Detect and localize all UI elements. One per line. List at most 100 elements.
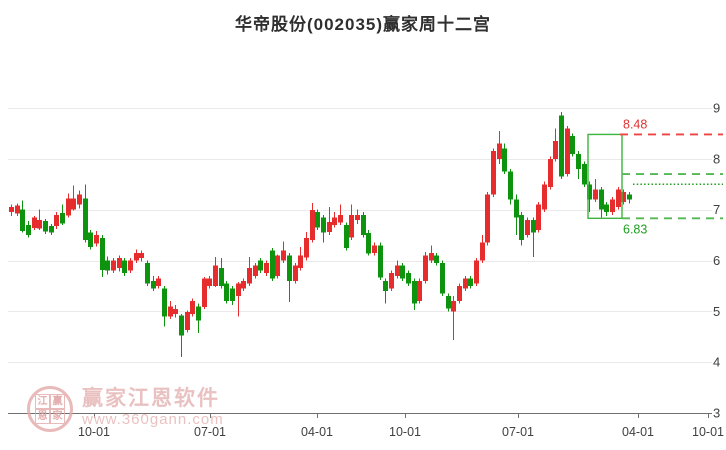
- candle-body: [219, 268, 224, 286]
- candle-body: [236, 283, 241, 297]
- candle-body: [474, 260, 479, 284]
- candle-body: [531, 219, 536, 233]
- candle-body: [134, 252, 139, 261]
- candle-body: [344, 224, 349, 248]
- x-tick-label: 04-01: [622, 425, 654, 439]
- candle-body: [253, 265, 258, 276]
- grid-layer: [8, 108, 712, 363]
- candle-body: [446, 296, 451, 309]
- candle-body: [480, 242, 485, 261]
- candle-body: [275, 255, 280, 276]
- candle-body: [497, 143, 502, 159]
- candle-body: [627, 194, 632, 200]
- candle-body: [491, 151, 496, 195]
- candle-body: [412, 280, 417, 304]
- candle-body: [587, 184, 592, 200]
- candle-body: [128, 260, 133, 271]
- candle-body: [434, 255, 439, 264]
- candle-body: [542, 184, 547, 210]
- x-tick-label: 10-01: [78, 425, 110, 439]
- candle-body: [366, 233, 371, 254]
- candles-layer: [9, 112, 632, 358]
- candle-body: [372, 245, 377, 253]
- candle-body: [593, 189, 598, 200]
- candle-body: [349, 214, 354, 238]
- candle-body: [457, 285, 462, 302]
- candle-body: [338, 214, 343, 223]
- candle-body: [559, 115, 564, 177]
- candle-body: [264, 263, 269, 274]
- candle-body: [20, 209, 25, 232]
- candle-body: [105, 260, 110, 271]
- candle-body: [9, 207, 14, 213]
- y-tick-label: 8: [713, 151, 720, 166]
- candle-body: [485, 194, 490, 243]
- candle-body: [548, 158, 553, 187]
- candle-body: [468, 278, 473, 286]
- candle-body: [321, 217, 326, 233]
- candle-body: [32, 217, 37, 228]
- candle-body: [502, 148, 507, 172]
- candle-body: [43, 220, 48, 232]
- candle-body: [270, 250, 275, 279]
- candle-body: [173, 308, 178, 314]
- candle-body: [582, 163, 587, 185]
- candle-body: [111, 260, 116, 271]
- candle-body: [83, 198, 88, 241]
- candle-body: [145, 263, 150, 284]
- candle-body: [616, 189, 621, 208]
- level-price-label: 6.83: [623, 222, 647, 236]
- candle-body: [621, 191, 626, 203]
- candle-body: [429, 252, 434, 261]
- candle-body: [54, 214, 59, 226]
- candle-body: [451, 301, 456, 312]
- candle-body: [224, 283, 229, 302]
- y-tick-label: 9: [713, 101, 720, 116]
- x-tick-label: 04-01: [301, 425, 333, 439]
- candle-body: [423, 255, 428, 281]
- candle-body: [213, 265, 218, 286]
- candle-body: [570, 135, 575, 154]
- candle-body: [576, 153, 581, 170]
- candle-body: [304, 238, 309, 258]
- candle-body: [332, 217, 337, 225]
- candle-body: [230, 288, 235, 302]
- candle-body: [179, 315, 184, 336]
- candle-body: [383, 280, 388, 292]
- candle-body: [604, 204, 609, 213]
- candle-body: [310, 210, 315, 241]
- candle-body: [60, 213, 65, 224]
- candle-body: [514, 199, 519, 218]
- candle-body: [94, 235, 99, 244]
- candle-body: [156, 278, 161, 286]
- level-price-label: 8.48: [623, 117, 647, 131]
- candle-body: [281, 250, 286, 261]
- candle-body: [406, 273, 411, 284]
- candle-body: [327, 221, 332, 233]
- candle-body: [258, 260, 263, 271]
- candle-body: [190, 301, 195, 314]
- candle-body: [508, 171, 513, 200]
- candle-body: [293, 265, 298, 281]
- candle-body: [37, 219, 42, 229]
- candle-body: [536, 204, 541, 231]
- candle-body: [298, 255, 303, 269]
- candle-body: [525, 219, 530, 236]
- candle-body: [185, 311, 190, 331]
- candle-body: [287, 255, 292, 281]
- candle-body: [389, 273, 394, 289]
- candle-body: [400, 265, 405, 279]
- candle-body: [88, 232, 93, 247]
- candle-body: [207, 278, 212, 286]
- candle-body: [151, 280, 156, 289]
- candle-body: [15, 205, 20, 214]
- y-tick-label: 3: [713, 406, 720, 421]
- candle-body: [519, 214, 524, 241]
- candle-body: [168, 306, 173, 317]
- candle-body: [599, 189, 604, 210]
- candle-body: [355, 214, 360, 220]
- chart-title: 华帝股份(002035)赢家周十二宫: [234, 15, 492, 34]
- x-tick-label: 07-01: [194, 425, 226, 439]
